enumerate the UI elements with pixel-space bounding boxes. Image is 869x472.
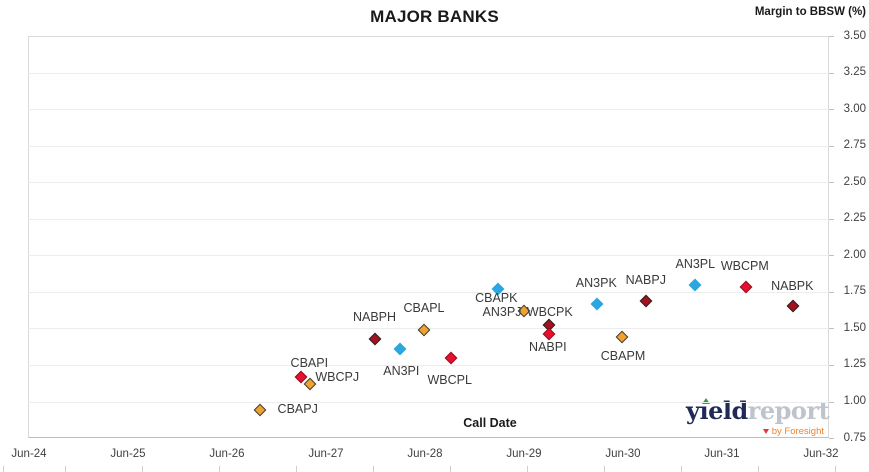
- yieldreport-logo: yıeldreport by Foresight: [686, 396, 830, 438]
- logo-byline-text: by Foresight: [771, 426, 824, 437]
- data-point-label-AN3PL: AN3PL: [675, 256, 716, 271]
- y-tick-label: 1.75: [843, 285, 866, 298]
- y-tick-label: 1.00: [843, 395, 866, 407]
- gridline: [28, 291, 829, 293]
- logo-red-triangle-icon: [762, 428, 769, 434]
- data-point-label-NABPK: NABPK: [771, 279, 814, 294]
- gridline: [28, 182, 829, 184]
- y-axis-tick: [829, 401, 834, 403]
- x-tick-label: Jun-28: [407, 448, 443, 460]
- bottom-edge-tick: [450, 466, 451, 472]
- y-tick-label: 1.25: [843, 358, 866, 371]
- y-tick-label: 3.00: [843, 102, 866, 115]
- logo-yield-text: yıeld: [686, 396, 748, 425]
- logo-green-triangle-icon: [702, 398, 710, 404]
- y-axis-tick: [829, 438, 834, 439]
- bottom-edge-tick: [142, 466, 143, 472]
- data-point-label-CBAPM: CBAPM: [600, 349, 646, 364]
- gridline: [28, 145, 829, 147]
- y-axis-title: Margin to BBSW (%): [754, 6, 866, 18]
- y-tick-label: 2.25: [843, 212, 866, 225]
- data-point-label-WBCPL: WBCPL: [427, 372, 472, 387]
- bottom-edge-tick: [835, 466, 836, 472]
- bottom-edge-tick: [373, 466, 374, 472]
- data-point-label-NABPJ: NABPJ: [625, 272, 666, 287]
- bottom-edge-tick: [527, 466, 528, 472]
- x-tick-label: Jun-32: [803, 448, 839, 460]
- y-tick-label: 1.50: [843, 321, 866, 334]
- gridline: [28, 109, 829, 111]
- data-point-label-WBCPJ: WBCPJ: [315, 369, 360, 384]
- logo-wordmark: yıeldreport: [686, 396, 830, 425]
- bottom-edge-tick: [758, 466, 759, 472]
- data-point-label-AN3PI: AN3PI: [383, 363, 420, 378]
- y-tick-label: 3.25: [843, 66, 866, 78]
- y-axis-tick: [829, 255, 834, 257]
- y-axis-tick: [829, 291, 834, 293]
- bottom-edge-tick: [219, 466, 220, 472]
- x-axis-title: Call Date: [463, 416, 517, 430]
- y-axis-tick: [829, 364, 834, 366]
- data-point-label-NABPH: NABPH: [352, 309, 397, 324]
- y-axis-tick: [829, 72, 834, 74]
- y-axis-tick: [829, 218, 834, 220]
- gridline: [28, 72, 829, 74]
- x-tick-label: Jun-25: [110, 448, 146, 460]
- bottom-edge-tick: [604, 466, 605, 472]
- logo-byline: by Foresight: [762, 426, 824, 437]
- y-tick-label: 2.50: [843, 175, 866, 188]
- y-axis-tick: [829, 145, 834, 147]
- gridline: [28, 218, 829, 220]
- logo-report-text: report: [747, 396, 830, 425]
- data-point-label-AN3PK: AN3PK: [575, 275, 617, 290]
- chart-title: MAJOR BANKS: [370, 7, 499, 26]
- x-tick-label: Jun-30: [605, 448, 641, 460]
- bottom-edge-tick: [296, 466, 297, 472]
- x-tick-label: Jun-31: [704, 448, 740, 460]
- plot-area: [28, 36, 829, 438]
- data-point-label-CBAPK: CBAPK: [475, 290, 518, 305]
- y-axis-tick: [829, 328, 834, 330]
- y-tick-label: 2.75: [843, 139, 866, 152]
- y-axis-tick: [829, 36, 834, 37]
- data-point-label-CBAPI: CBAPI: [290, 355, 329, 370]
- y-tick-label: 3.50: [843, 29, 866, 42]
- bottom-edge-tick: [681, 466, 682, 472]
- gridline: [28, 255, 829, 257]
- y-axis-tick: [829, 109, 834, 111]
- data-point-label-WBCPM: WBCPM: [720, 259, 769, 274]
- gridline: [28, 364, 829, 366]
- bottom-edge-tick: [65, 466, 66, 472]
- x-tick-label: Jun-26: [209, 448, 245, 460]
- gridline: [28, 401, 829, 403]
- y-tick-label: 2.00: [843, 248, 866, 261]
- y-tick-label: 0.75: [843, 431, 866, 444]
- bottom-edge-tick: [3, 466, 4, 472]
- x-tick-label: Jun-24: [11, 448, 47, 460]
- y-axis-tick: [829, 182, 834, 184]
- data-point-label-CBAPJ: CBAPJ: [277, 402, 318, 417]
- data-point-label-CBAPL: CBAPL: [403, 300, 445, 315]
- data-point-label-WBCPK: WBCPK: [526, 305, 573, 320]
- x-tick-label: Jun-27: [308, 448, 344, 460]
- data-point-label-AN3PJ: AN3PJ: [482, 304, 522, 319]
- data-point-label-NABPI: NABPI: [529, 340, 567, 355]
- x-tick-label: Jun-29: [506, 448, 542, 460]
